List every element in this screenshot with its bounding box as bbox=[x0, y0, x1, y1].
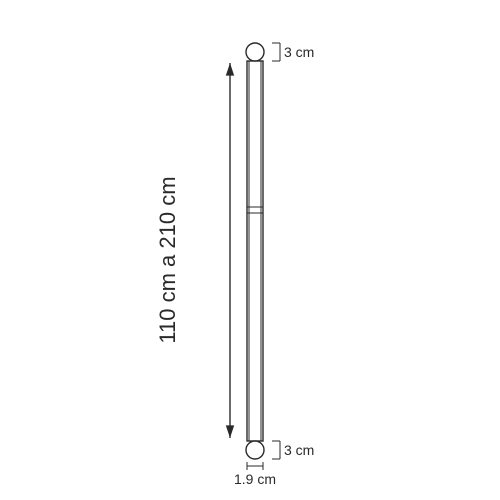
bottom-finial-label: 3 cm bbox=[284, 442, 314, 458]
finial-bottom bbox=[246, 441, 264, 459]
height-arrow-head-bottom bbox=[226, 425, 234, 438]
width-label: 1.9 cm bbox=[234, 471, 276, 487]
top-finial-label: 3 cm bbox=[284, 44, 314, 60]
finial-top bbox=[246, 43, 264, 61]
height-label: 110 cm a 210 cm bbox=[155, 176, 180, 343]
curtain-rod-diagram: 110 cm a 210 cm 3 cm 3 cm 1.9 cm bbox=[0, 0, 500, 500]
height-arrow-head-top bbox=[226, 63, 234, 76]
